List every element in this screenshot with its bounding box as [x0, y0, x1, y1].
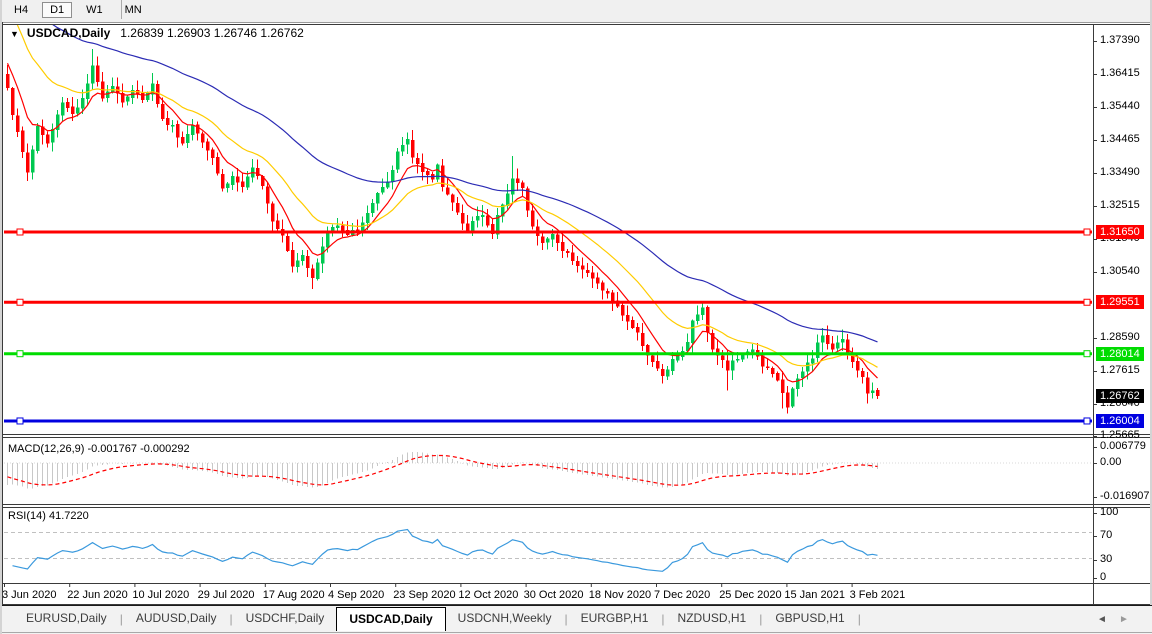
- rsi-label: RSI(14) 41.7220: [8, 510, 89, 522]
- price-tick-label: 1.32515: [1100, 199, 1140, 211]
- macd-tick-label: -0.016907: [1100, 490, 1150, 502]
- ma-fast-line: [6, 63, 878, 383]
- price-tick-label: 1.28590: [1100, 331, 1140, 343]
- tab-eurgbp-h1[interactable]: EURGBP,H1: [580, 611, 649, 625]
- rsi-tick-label: 0: [1100, 571, 1107, 583]
- macd-signal-line: [7, 454, 878, 486]
- hline-handle[interactable]: [1083, 417, 1091, 425]
- price-tick-label: 1.37390: [1100, 34, 1140, 46]
- tab-usdcad-daily[interactable]: USDCAD,Daily: [336, 606, 446, 631]
- date-tick-label: 3 Jun 2020: [2, 589, 57, 601]
- price-tick-label: 1.35440: [1100, 100, 1140, 112]
- macd-histogram: [4, 451, 1092, 489]
- price-tick-label: 1.27615: [1100, 364, 1140, 376]
- date-tick-label: 25 Dec 2020: [719, 589, 782, 601]
- price-tick-label: 1.30540: [1100, 265, 1140, 277]
- tab-usdchf-daily[interactable]: USDCHF,Daily: [245, 611, 325, 625]
- timeframe-button-mn[interactable]: MN: [124, 4, 142, 16]
- tab-audusd-daily[interactable]: AUDUSD,Daily: [135, 611, 217, 625]
- hline-handle[interactable]: [16, 228, 24, 236]
- symbol-line: ▼ USDCAD,Daily 1.26839 1.26903 1.26746 1.2…: [10, 26, 304, 40]
- toolbar-separator: [121, 0, 122, 19]
- hline-price-label: 1.29551: [1096, 295, 1144, 310]
- hline-price-label: 1.31650: [1096, 225, 1144, 239]
- ma-slow-line: [52, 25, 878, 343]
- window-right-edge: [1150, 0, 1152, 605]
- tabs-scroll-right-icon[interactable]: ►: [1119, 614, 1129, 625]
- date-tick-label: 17 Aug 2020: [262, 589, 325, 601]
- chart-left-border: [2, 22, 3, 604]
- hline-level-1-31650[interactable]: [4, 228, 1092, 236]
- rsi-tick-label: 30: [1100, 553, 1113, 565]
- hline-handle[interactable]: [1083, 298, 1091, 306]
- chart-bottom-border: [0, 604, 1152, 605]
- price-tick-label: 1.34465: [1100, 133, 1140, 145]
- date-tick-label: 15 Jan 2021: [784, 589, 845, 601]
- date-tick-label: 23 Sep 2020: [393, 589, 456, 601]
- symbol-dropdown-icon[interactable]: ▼: [10, 29, 19, 39]
- macd-label: MACD(12,26,9) -0.001767 -0.000292: [8, 443, 190, 455]
- chart-top-border: [0, 22, 1152, 23]
- tab-separator: |: [857, 611, 861, 626]
- date-tick-label: 22 Jun 2020: [67, 589, 128, 601]
- macd-tick-label: 0.006779: [1100, 440, 1146, 452]
- date-tick-label: 7 Dec 2020: [654, 589, 711, 601]
- chart-tabs: EURUSD,Daily | AUDUSD,Daily | USDCHF,Daily US…: [14, 606, 862, 631]
- tab-nzdusd-h1[interactable]: NZDUSD,H1: [677, 611, 747, 625]
- date-tick-label: 12 Oct 2020: [458, 589, 519, 601]
- hline-level-1-26004[interactable]: [4, 417, 1092, 425]
- tab-eurusd-daily[interactable]: EURUSD,Daily: [26, 611, 107, 625]
- ma-medium-line: [16, 25, 878, 368]
- tab-gbpusd-h1[interactable]: GBPUSD,H1: [775, 611, 845, 625]
- tab-separator: |: [564, 611, 568, 626]
- hline-price-label: 1.28014: [1096, 346, 1144, 361]
- timeframe-toolbar: H4 D1 W1 MN: [0, 0, 1152, 22]
- tabs-scroll-left-icon[interactable]: ◄: [1097, 614, 1107, 625]
- hline-handle[interactable]: [1083, 228, 1091, 236]
- macd-tick-label: 0.00: [1100, 456, 1122, 468]
- date-tick-label: 29 Jul 2020: [197, 589, 255, 601]
- chart-tab-strip: EURUSD,Daily | AUDUSD,Daily | USDCHF,Daily US…: [0, 605, 1152, 634]
- rsi-tick-label: 100: [1100, 506, 1119, 518]
- hline-handle[interactable]: [16, 417, 24, 425]
- date-tick-label: 30 Oct 2020: [523, 589, 584, 601]
- date-tick-label: 4 Sep 2020: [328, 589, 385, 601]
- rsi-line: [12, 528, 878, 572]
- tab-separator: |: [229, 611, 233, 626]
- hline-handle[interactable]: [1083, 350, 1091, 358]
- price-tick-label: 1.33490: [1100, 166, 1140, 178]
- date-tick-label: 18 Nov 2020: [588, 589, 652, 601]
- timeframe-button-h4[interactable]: H4: [14, 4, 29, 16]
- hline-level-1-29551[interactable]: [4, 298, 1092, 306]
- chart-title: USDCAD,Daily: [26, 26, 111, 40]
- hline-handle[interactable]: [16, 350, 24, 358]
- timeframe-button-w1[interactable]: W1: [86, 4, 103, 16]
- window-left-edge: [0, 0, 2, 634]
- hline-handle[interactable]: [16, 298, 24, 306]
- current-price-label: 1.26762: [1096, 388, 1144, 403]
- date-tick-label: 3 Feb 2021: [849, 589, 906, 601]
- tab-separator: |: [119, 611, 123, 626]
- price-tick-label: 1.36415: [1100, 67, 1140, 79]
- price-tick-label: 1.25665: [1100, 429, 1140, 441]
- hline-level-1-28014[interactable]: [4, 350, 1092, 358]
- tab-usdcnh-weekly[interactable]: USDCNH,Weekly: [457, 611, 552, 625]
- tabstrip-bottom-edge: [0, 632, 1152, 633]
- date-tick-label: 10 Jul 2020: [132, 589, 190, 601]
- timeframe-button-d1[interactable]: D1: [42, 2, 73, 18]
- candlestick-series: [5, 48, 880, 414]
- tab-separator: |: [759, 611, 763, 626]
- tab-separator: |: [661, 611, 665, 626]
- ohlc-values: 1.26839 1.26903 1.26746 1.26762: [120, 26, 304, 40]
- hline-price-label: 1.26004: [1096, 413, 1144, 428]
- chart-top-border-inner: [0, 24, 1152, 25]
- rsi-tick-label: 70: [1100, 529, 1113, 541]
